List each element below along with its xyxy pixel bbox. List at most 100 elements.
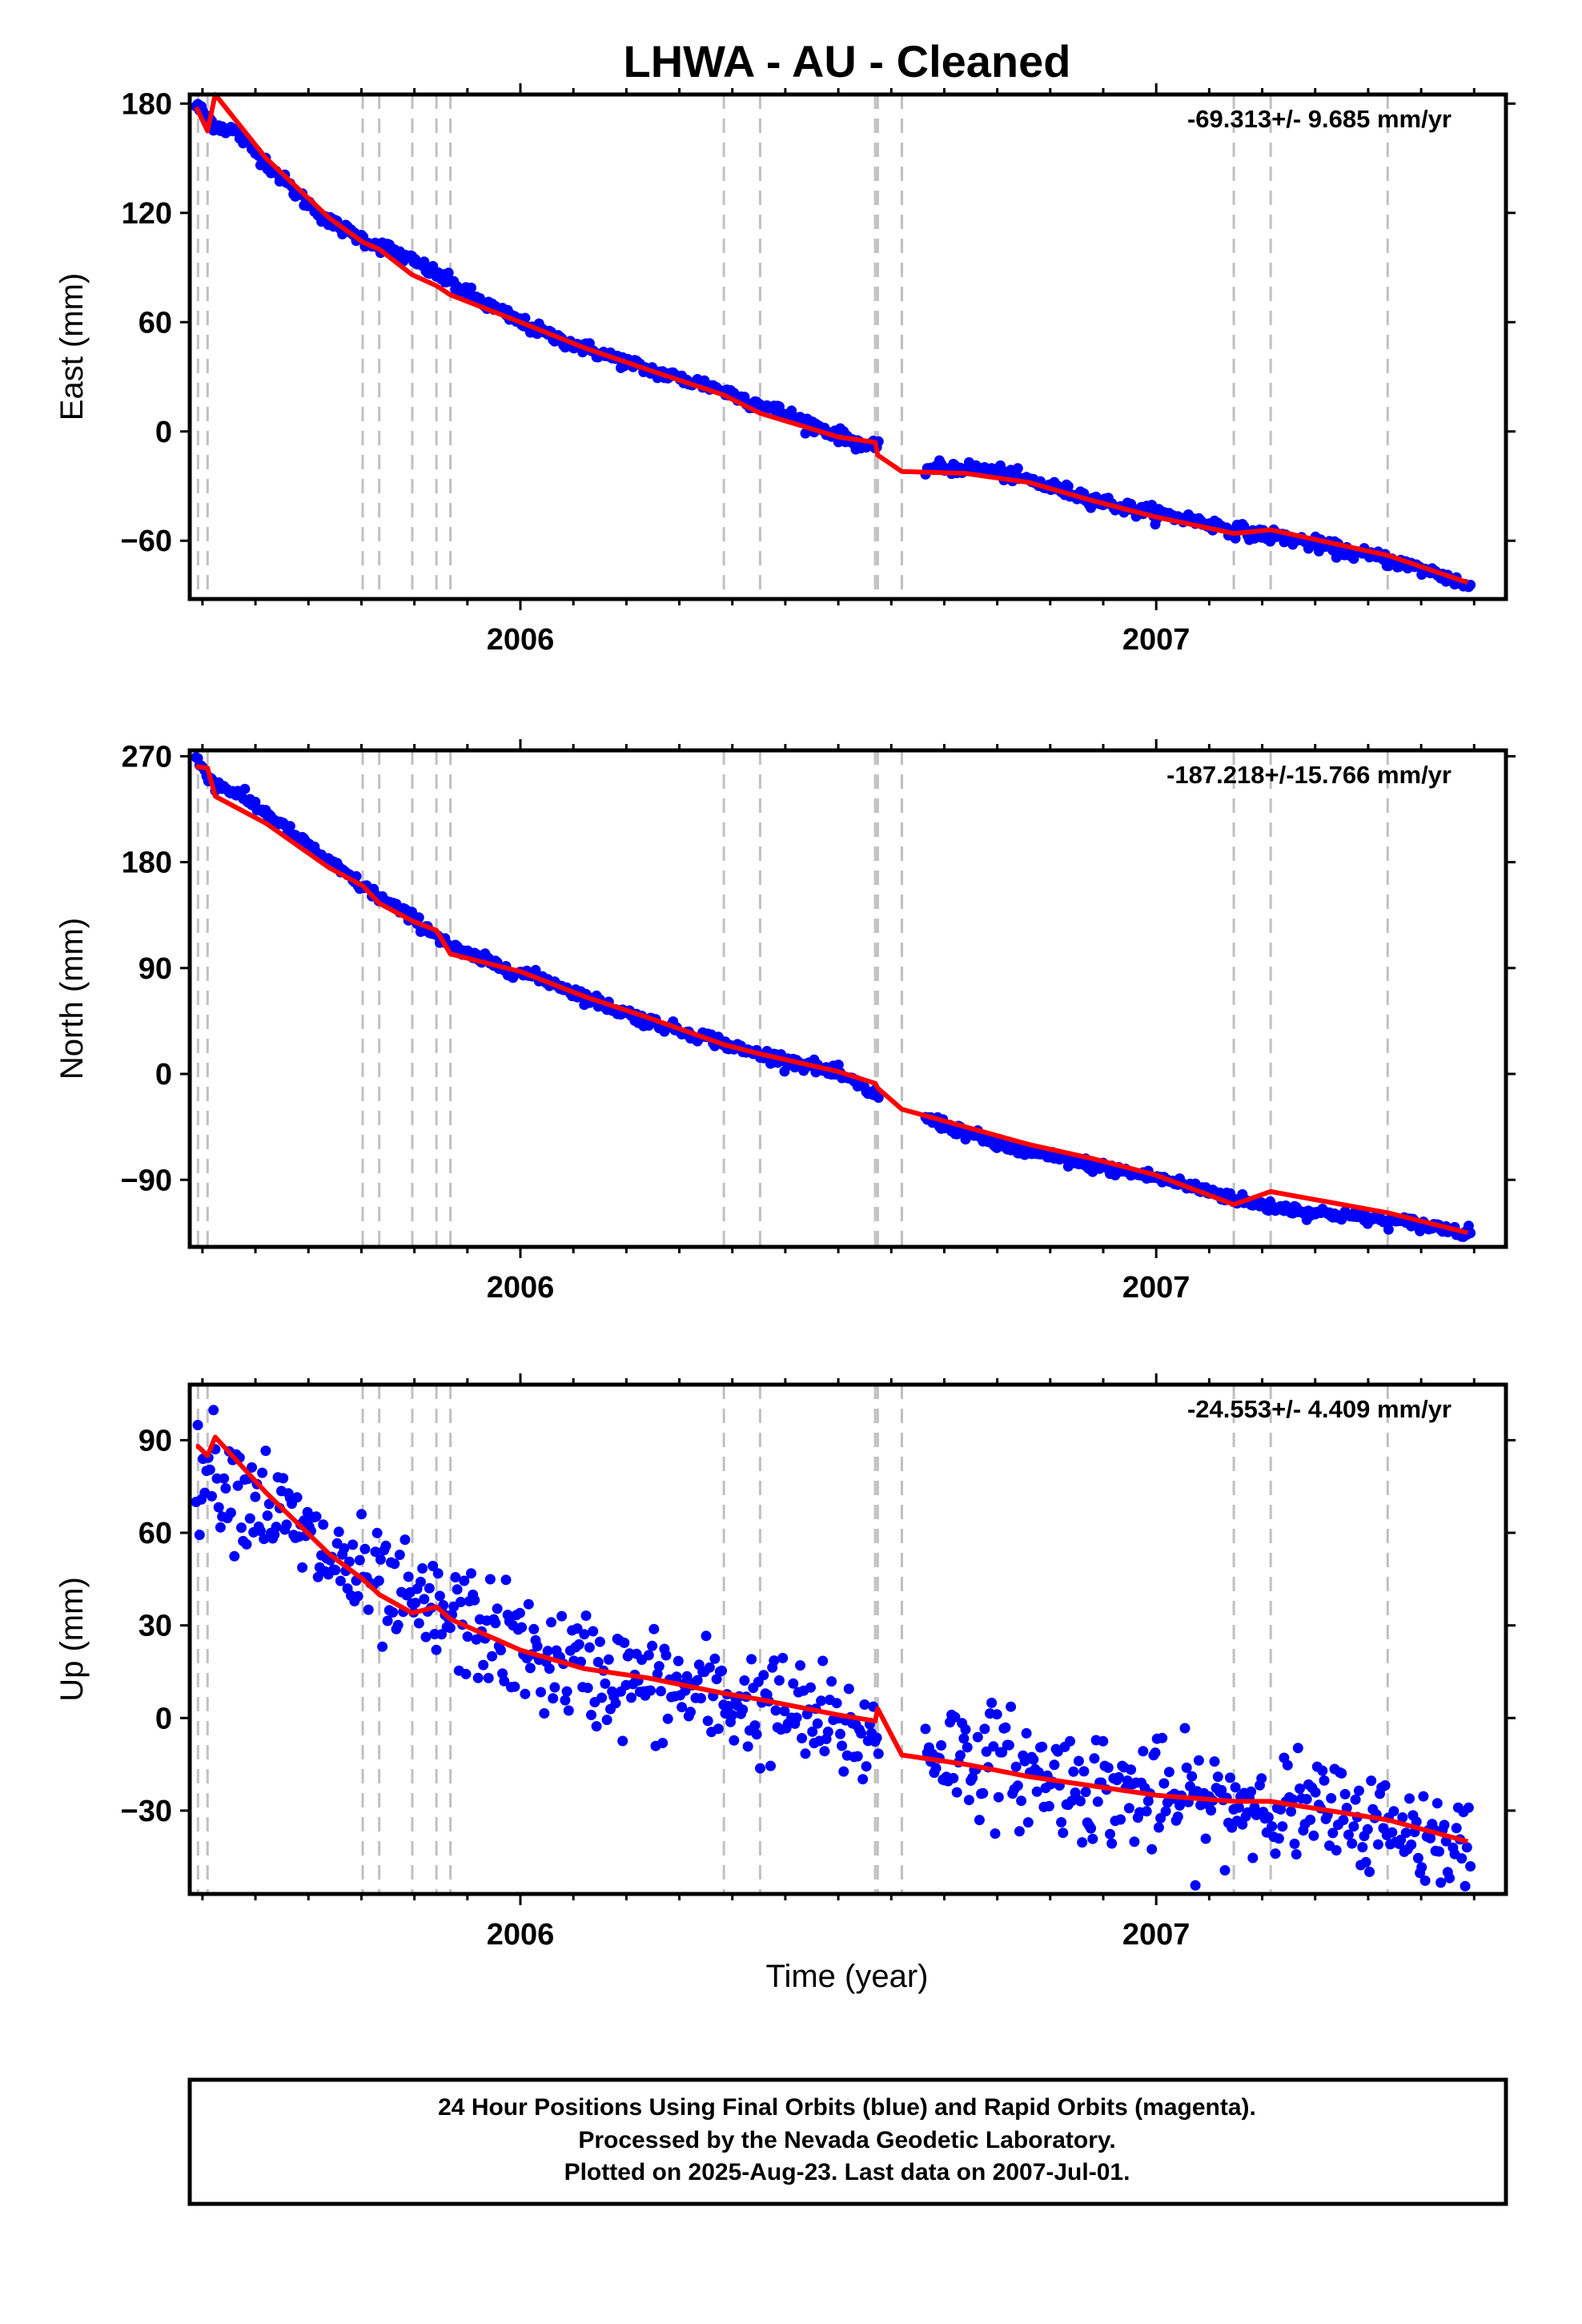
data-point bbox=[434, 1590, 445, 1602]
data-point bbox=[1366, 1775, 1377, 1787]
data-point bbox=[988, 1741, 999, 1752]
data-point bbox=[443, 267, 454, 279]
y-tick-label: 180 bbox=[122, 87, 172, 121]
data-point bbox=[392, 1619, 404, 1630]
data-point bbox=[805, 1682, 816, 1693]
data-point bbox=[662, 1713, 673, 1724]
data-point bbox=[979, 1723, 990, 1735]
data-point bbox=[1216, 1784, 1227, 1795]
data-point bbox=[812, 1718, 823, 1729]
data-point bbox=[213, 1502, 224, 1513]
data-point bbox=[1305, 1814, 1316, 1825]
data-point bbox=[359, 1543, 371, 1554]
data-point bbox=[657, 1738, 669, 1748]
data-point bbox=[1338, 1815, 1349, 1826]
data-point bbox=[580, 1610, 592, 1621]
data-point bbox=[1003, 1739, 1014, 1751]
y-tick-label: 90 bbox=[139, 1424, 172, 1458]
data-point bbox=[1200, 1833, 1211, 1844]
data-point bbox=[232, 1480, 243, 1491]
data-point bbox=[826, 1676, 837, 1687]
data-point bbox=[490, 1618, 501, 1629]
data-point bbox=[797, 1733, 808, 1743]
data-point bbox=[1106, 1838, 1118, 1849]
model-line bbox=[195, 1434, 1469, 1844]
data-point bbox=[871, 1732, 882, 1743]
data-point bbox=[960, 1724, 971, 1735]
data-point bbox=[1275, 1803, 1287, 1815]
data-point bbox=[1087, 1833, 1098, 1844]
data-point bbox=[833, 1059, 844, 1071]
data-point bbox=[549, 1682, 560, 1693]
data-point bbox=[419, 256, 430, 267]
data-point bbox=[1190, 1880, 1201, 1891]
data-point bbox=[1230, 1782, 1241, 1793]
data-point bbox=[444, 1622, 456, 1634]
data-point bbox=[436, 1629, 447, 1640]
data-point bbox=[403, 1571, 414, 1582]
data-point bbox=[1362, 1823, 1373, 1835]
data-point bbox=[1289, 1838, 1300, 1849]
data-point bbox=[751, 1729, 762, 1740]
data-point bbox=[335, 1575, 346, 1586]
data-point bbox=[1233, 1802, 1244, 1813]
data-point bbox=[1412, 1852, 1423, 1864]
data-point bbox=[1014, 1826, 1025, 1837]
data-point bbox=[661, 1650, 672, 1661]
data-point bbox=[749, 1720, 761, 1731]
data-point bbox=[1006, 1701, 1017, 1712]
data-point bbox=[807, 1726, 818, 1737]
data-point bbox=[765, 1760, 776, 1771]
data-point bbox=[739, 1675, 750, 1686]
data-point bbox=[1129, 1836, 1140, 1848]
data-point bbox=[1357, 1842, 1368, 1853]
y-tick-label: 60 bbox=[139, 306, 172, 340]
data-point bbox=[1021, 1727, 1032, 1739]
data-point bbox=[1416, 1862, 1427, 1873]
data-point bbox=[696, 1693, 706, 1704]
data-point bbox=[1456, 1853, 1468, 1864]
data-point bbox=[1339, 1788, 1351, 1799]
data-point bbox=[419, 1594, 430, 1605]
data-point bbox=[330, 1565, 341, 1575]
data-point bbox=[284, 821, 295, 832]
data-point bbox=[1336, 1767, 1347, 1779]
data-point bbox=[729, 1735, 740, 1746]
data-point bbox=[1150, 1747, 1161, 1759]
data-point bbox=[1435, 1877, 1447, 1888]
data-point bbox=[1383, 1224, 1394, 1235]
data-point bbox=[370, 1546, 381, 1558]
data-point bbox=[428, 1561, 439, 1571]
data-point bbox=[219, 1473, 230, 1484]
data-point bbox=[394, 1550, 405, 1560]
data-point bbox=[586, 1710, 596, 1720]
data-point bbox=[415, 1576, 426, 1587]
data-point bbox=[413, 1618, 424, 1629]
data-point bbox=[204, 1464, 215, 1475]
data-point bbox=[1360, 1856, 1371, 1868]
data-point bbox=[1181, 1762, 1192, 1773]
x-tick-label: 2007 bbox=[1122, 623, 1191, 657]
x-tick-label: 2007 bbox=[1122, 1918, 1191, 1952]
data-point bbox=[462, 1631, 473, 1642]
data-point bbox=[817, 1655, 829, 1667]
data-point bbox=[509, 1681, 520, 1692]
data-point bbox=[573, 1638, 584, 1650]
data-point bbox=[588, 1626, 599, 1637]
data-point bbox=[1158, 1778, 1170, 1789]
data-point bbox=[1461, 1842, 1472, 1853]
data-point bbox=[410, 1598, 421, 1609]
data-point bbox=[1141, 1806, 1152, 1817]
data-point bbox=[950, 1711, 961, 1723]
data-point bbox=[269, 1529, 280, 1540]
data-point bbox=[1460, 1880, 1471, 1892]
data-point bbox=[594, 1636, 605, 1647]
data-point bbox=[456, 1596, 466, 1607]
data-point bbox=[1092, 1796, 1103, 1807]
data-point bbox=[466, 282, 476, 293]
data-point bbox=[1123, 1803, 1134, 1814]
data-point bbox=[215, 1522, 226, 1533]
data-point bbox=[1295, 1783, 1305, 1794]
data-point bbox=[838, 1766, 849, 1777]
data-point bbox=[1282, 1759, 1293, 1771]
